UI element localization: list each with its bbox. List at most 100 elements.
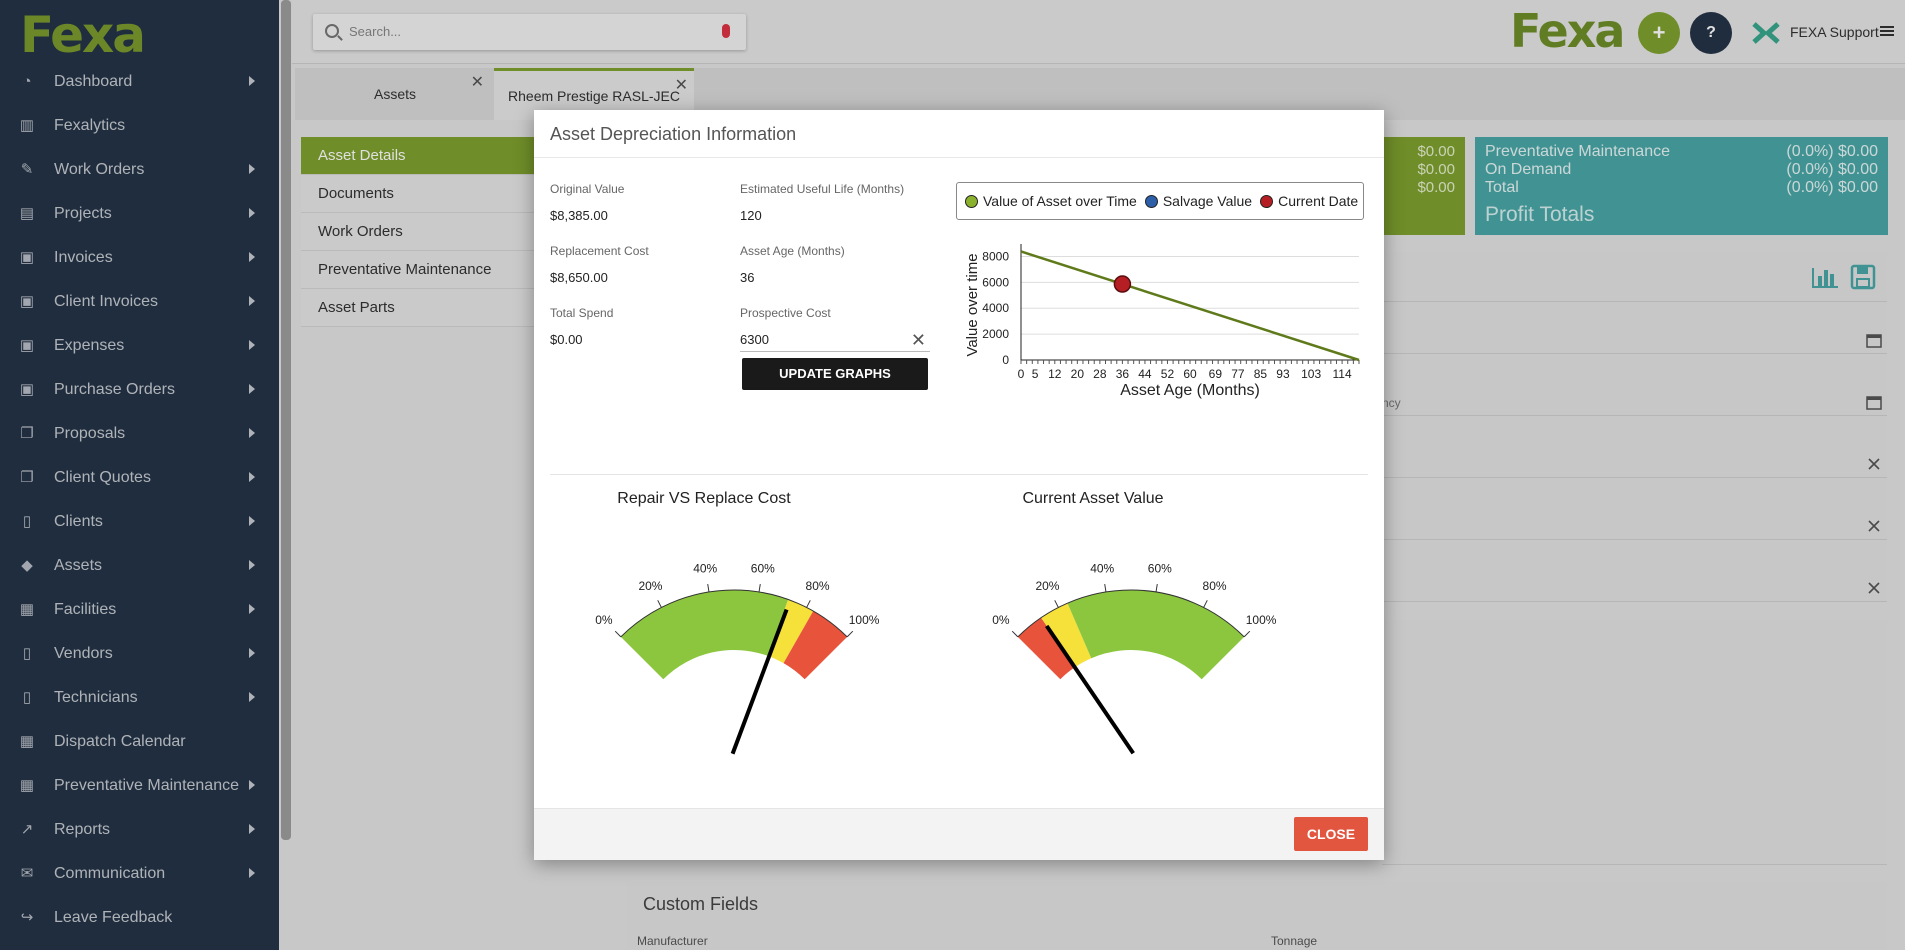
money-icon: ▣ bbox=[19, 293, 35, 310]
field-label: ncy bbox=[1382, 396, 1401, 410]
sidebar-item-vendors[interactable]: ▯ Vendors bbox=[0, 632, 279, 676]
chevron-right-icon bbox=[249, 824, 255, 834]
kpi-value: (0.0%) $0.00 bbox=[1786, 161, 1878, 178]
sidebar-item-clients[interactable]: ▯ Clients bbox=[0, 500, 279, 544]
submenu-preventative-maintenance[interactable]: Preventative Maintenance bbox=[301, 251, 541, 289]
gauge-tick-label: 20% bbox=[638, 579, 662, 593]
chevron-right-icon bbox=[249, 164, 255, 174]
legend-swatch-current bbox=[1260, 194, 1274, 208]
search-bar[interactable]: Search... bbox=[313, 14, 746, 50]
line-chart-icon: ↗ bbox=[20, 821, 34, 838]
submenu-work-orders[interactable]: Work Orders bbox=[301, 213, 541, 251]
sidebar-item-facilities[interactable]: ▦ Facilities bbox=[0, 588, 279, 632]
sidebar-logo[interactable]: Fexa bbox=[20, 6, 146, 64]
add-button[interactable]: + bbox=[1638, 12, 1680, 54]
chevron-right-icon bbox=[249, 472, 255, 482]
user-menu[interactable]: FEXA Support bbox=[1790, 24, 1879, 40]
total-spend-value: $0.00 bbox=[550, 332, 583, 347]
clear-input-icon[interactable]: ✕ bbox=[910, 330, 926, 350]
bar-chart-icon[interactable] bbox=[1810, 264, 1840, 290]
sidebar-item-expenses[interactable]: ▣ Expenses bbox=[0, 324, 279, 368]
sidebar-item-work-orders[interactable]: ✎ Work Orders bbox=[0, 148, 279, 192]
sidebar-item-reports[interactable]: ↗ Reports bbox=[0, 808, 279, 852]
gauge-tick-label: 20% bbox=[1035, 579, 1059, 593]
sidebar-item-label: Leave Feedback bbox=[54, 909, 173, 926]
sidebar-item-invoices[interactable]: ▣ Invoices bbox=[0, 236, 279, 280]
submenu-documents[interactable]: Documents bbox=[301, 175, 541, 213]
money-icon: ▣ bbox=[19, 337, 35, 354]
sidebar-item-leave-feedback[interactable]: ↪ Leave Feedback bbox=[0, 896, 279, 940]
close-tab-icon[interactable]: ✕ bbox=[470, 74, 484, 91]
calendar-icon[interactable] bbox=[1866, 332, 1882, 348]
asset-submenu: Asset Details Documents Work Orders Prev… bbox=[301, 137, 541, 327]
sidebar-item-label: Facilities bbox=[54, 601, 117, 618]
sidebar-item-communication[interactable]: ✉ Communication bbox=[0, 852, 279, 896]
hamburger-menu-icon[interactable] bbox=[1880, 26, 1894, 36]
prospective-cost-input[interactable]: 6300 ✕ bbox=[740, 330, 930, 352]
gauge-tick bbox=[806, 600, 811, 608]
chevron-right-icon bbox=[249, 340, 255, 350]
sidebar-item-dispatch-calendar[interactable]: ▦ Dispatch Calendar bbox=[0, 720, 279, 764]
sidebar-scrollbar[interactable] bbox=[281, 0, 291, 840]
calendar-icon[interactable] bbox=[1866, 394, 1882, 410]
sidebar-item-assets[interactable]: ◆ Assets bbox=[0, 544, 279, 588]
clear-icon[interactable] bbox=[1867, 457, 1881, 471]
profit-totals-panel: Preventative Maintenance (0.0%) $0.00 On … bbox=[1475, 137, 1888, 235]
bar-chart-icon: ▥ bbox=[19, 117, 35, 134]
help-button[interactable]: ? bbox=[1690, 12, 1732, 54]
sidebar-item-client-invoices[interactable]: ▣ Client Invoices bbox=[0, 280, 279, 324]
chevron-right-icon bbox=[249, 780, 255, 790]
clear-icon[interactable] bbox=[1867, 519, 1881, 533]
close-button[interactable]: CLOSE bbox=[1294, 817, 1368, 851]
sidebar-item-preventative-maintenance[interactable]: ▦ Preventative Maintenance bbox=[0, 764, 279, 808]
total-spend-label: Total Spend bbox=[550, 306, 614, 320]
clear-icon[interactable] bbox=[1867, 581, 1881, 595]
sidebar-item-proposals[interactable]: ❐ Proposals bbox=[0, 412, 279, 456]
update-graphs-button[interactable]: UPDATE GRAPHS bbox=[742, 358, 928, 390]
save-icon[interactable] bbox=[1850, 264, 1876, 290]
gauge-tick-label: 60% bbox=[1148, 561, 1172, 575]
money-icon: ▣ bbox=[19, 249, 35, 266]
gauge-tick-label: 80% bbox=[806, 579, 830, 593]
sidebar-item-projects[interactable]: ▤ Projects bbox=[0, 192, 279, 236]
legend-item-current[interactable]: Current Date bbox=[1278, 193, 1359, 209]
sidebar-item-purchase-orders[interactable]: ▣ Purchase Orders bbox=[0, 368, 279, 412]
gauge-tick bbox=[1155, 583, 1158, 593]
y-axis-label: Value over time bbox=[964, 253, 981, 356]
y-tick-label: 2000 bbox=[982, 327, 1009, 341]
original-value: $8,385.00 bbox=[550, 208, 608, 223]
legend-item-salvage[interactable]: Salvage Value bbox=[1162, 193, 1253, 209]
chart-legend: Value of Asset over Time Salvage Value C… bbox=[956, 182, 1364, 220]
x-tick-label: 44 bbox=[1138, 367, 1152, 381]
close-tab-icon[interactable]: ✕ bbox=[674, 77, 688, 94]
y-tick-label: 8000 bbox=[982, 249, 1009, 263]
x-tick-label: 93 bbox=[1276, 367, 1290, 381]
background-panel bbox=[1382, 620, 1887, 865]
gauge-tick bbox=[707, 583, 710, 593]
submenu-asset-parts[interactable]: Asset Parts bbox=[301, 289, 541, 327]
current-date-point bbox=[1113, 275, 1132, 293]
gauge-tick-label: 100% bbox=[1246, 613, 1277, 627]
submenu-asset-details[interactable]: Asset Details bbox=[301, 137, 541, 175]
kpi-label: Preventative Maintenance bbox=[1485, 143, 1670, 160]
tab-assets[interactable]: Assets ✕ bbox=[300, 68, 490, 120]
sidebar-item-label: Proposals bbox=[54, 425, 126, 442]
tags-icon: ◆ bbox=[21, 557, 33, 574]
sidebar-item-fexalytics[interactable]: ▥ Fexalytics bbox=[0, 104, 279, 148]
gauge-tick bbox=[657, 600, 662, 608]
legend-item-value[interactable]: Value of Asset over Time bbox=[983, 193, 1137, 209]
sidebar-item-client-quotes[interactable]: ❐ Client Quotes bbox=[0, 456, 279, 500]
sidebar-item-technicians[interactable]: ▯ Technicians bbox=[0, 676, 279, 720]
search-input[interactable]: Search... bbox=[349, 24, 402, 39]
badge-icon: ▯ bbox=[22, 689, 32, 706]
microphone-icon[interactable] bbox=[722, 24, 730, 38]
share-icon: ↪ bbox=[20, 909, 34, 926]
sidebar-item-dashboard[interactable]: ◔ Dashboard bbox=[0, 60, 279, 104]
copy-icon: ❐ bbox=[20, 425, 34, 442]
chevron-right-icon bbox=[249, 296, 255, 306]
useful-life-value: 120 bbox=[740, 208, 762, 223]
cost-totals-panel: $0.00 $0.00 $0.00 bbox=[1380, 137, 1465, 235]
calendar-icon: ▦ bbox=[19, 777, 35, 794]
form-field-row bbox=[1382, 540, 1887, 602]
